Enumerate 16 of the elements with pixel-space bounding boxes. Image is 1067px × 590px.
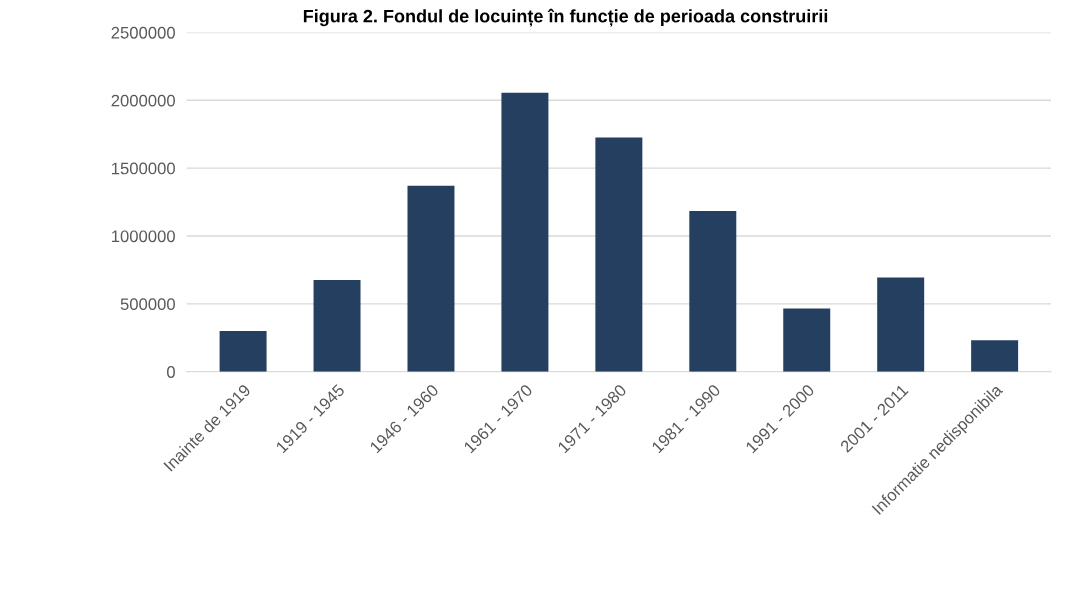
bar [595, 137, 643, 372]
bar [407, 185, 455, 372]
y-tick-label: 1500000 [112, 162, 175, 175]
y-tick-label: 0 [167, 366, 175, 378]
bar [783, 308, 831, 372]
chart-title: Figura 2. Fondul de locuințe în funcție de perioada construirii [303, 8, 828, 27]
y-tick-label: 2500000 [111, 26, 175, 39]
y-tick-label: 1000000 [112, 230, 175, 243]
bar [971, 340, 1019, 372]
bar [313, 280, 361, 372]
bar [501, 92, 549, 372]
bar [877, 277, 925, 372]
bar [219, 330, 267, 372]
bar [689, 210, 737, 372]
y-tick-label: 500000 [120, 298, 175, 311]
y-tick-label: 2000000 [111, 94, 175, 107]
